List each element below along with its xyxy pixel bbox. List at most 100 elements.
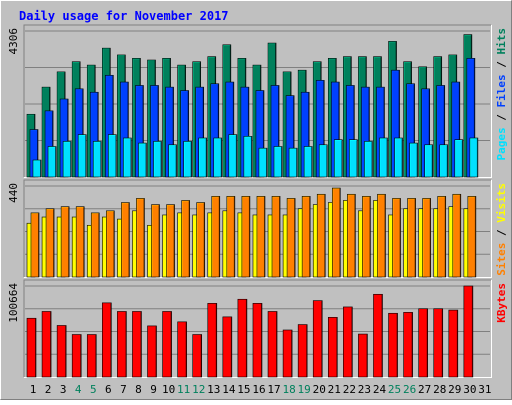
bar-kbytes-day-17: [268, 311, 278, 377]
bar-outline-kbytes-day-21: [327, 317, 338, 378]
bar-outline-sites-day-17: [271, 196, 281, 278]
bar-outline-sites-day-25: [392, 198, 401, 278]
bar-highlight-sites-day-15: [241, 196, 250, 277]
bar-highlight-hits-day-6: [102, 48, 110, 177]
bar-highlight-pages-day-3: [63, 141, 71, 177]
bar-highlight-kbytes-day-14: [222, 316, 232, 377]
day-label-31: 31: [478, 383, 491, 396]
bar-highlight-hits-day-8: [132, 58, 140, 177]
bar-highlight-pages-day-20: [319, 144, 327, 177]
bar-files-day-12: [195, 87, 204, 177]
bar-highlight-sites-day-12: [196, 202, 205, 277]
bar-highlight-files-day-21: [331, 82, 339, 177]
bar-files-day-24: [376, 87, 385, 177]
bar-files-day-30: [466, 58, 475, 177]
bar-files-day-20: [316, 80, 325, 177]
max-label-hits-files-pages: 4306: [7, 28, 20, 55]
bar-highlight-pages-day-28: [439, 144, 448, 177]
bar-highlight-sites-day-22: [347, 194, 355, 277]
bar-highlight-pages-day-8: [138, 143, 146, 177]
bar-pages-day-14: [228, 134, 237, 177]
bar-highlight-hits-day-12: [192, 61, 201, 177]
bar-outline-pages-day-22: [349, 139, 358, 178]
bar-highlight-kbytes-day-9: [147, 325, 157, 377]
bar-highlight-sites-day-7: [121, 202, 129, 277]
legend-entry-sites: Sites: [495, 243, 508, 276]
bar-highlight-hits-day-11: [177, 65, 186, 177]
bar-pages-day-20: [319, 144, 328, 177]
bar-highlight-sites-day-24: [377, 194, 385, 277]
legend-entry-files: Files: [495, 74, 508, 107]
bar-sites-day-1: [31, 212, 39, 277]
bar-pages-day-27: [424, 144, 433, 177]
bar-highlight-files-day-2: [45, 110, 53, 177]
day-labels: 1 2 3 4 5 6 7 8 9 10 11 12 13 14 15 16 17 18 19 20 21 22 23 24 2…: [30, 383, 492, 396]
bar-kbytes-day-26: [403, 312, 413, 377]
day-label-25: 25: [388, 383, 401, 396]
bar-highlight-kbytes-day-2: [42, 311, 51, 377]
bar-highlight-hits-day-18: [283, 71, 291, 177]
bar-outline-sites-day-24: [377, 193, 386, 278]
day-label-23: 23: [358, 383, 371, 396]
bar-pages-day-21: [334, 139, 343, 177]
bar-sites-day-21: [332, 188, 341, 277]
bar-pages-day-19: [304, 146, 313, 177]
bar-highlight-sites-day-16: [256, 196, 265, 277]
bar-highlight-pages-day-16: [258, 148, 267, 177]
bar-pages-day-12: [198, 138, 207, 177]
bar-outline-sites-day-19: [301, 196, 311, 278]
bar-highlight-files-day-5: [90, 92, 98, 177]
bar-files-day-5: [90, 92, 99, 177]
day-label-15: 15: [237, 383, 250, 396]
legend-entry-kbytes: KBytes: [495, 283, 508, 323]
bar-pages-day-29: [454, 139, 463, 177]
bar-highlight-hits-day-23: [358, 56, 366, 177]
bar-highlight-sites-day-18: [287, 198, 295, 277]
bar-outline-pages-day-3: [62, 141, 72, 178]
bar-files-day-21: [331, 82, 340, 177]
bar-highlight-hits-day-3: [57, 71, 65, 177]
bar-highlight-kbytes-day-1: [27, 318, 36, 377]
bar-highlight-files-day-25: [391, 70, 400, 177]
bar-highlight-sites-day-28: [437, 196, 446, 277]
bar-pages-day-22: [349, 139, 358, 177]
bar-highlight-kbytes-day-7: [117, 311, 126, 377]
bar-kbytes-day-24: [373, 294, 383, 377]
bar-outline-pages-day-18: [288, 147, 298, 178]
bar-kbytes-day-7: [117, 311, 127, 377]
bar-outline-kbytes-day-24: [373, 293, 383, 378]
bar-files-day-29: [451, 82, 460, 177]
bar-sites-day-15: [241, 196, 250, 277]
bar-highlight-sites-day-26: [407, 198, 416, 277]
bar-highlight-sites-day-6: [106, 210, 114, 277]
bar-highlight-hits-day-19: [298, 70, 306, 177]
panel-bevel-light-kbytes: [24, 280, 492, 378]
legend-kbytes: KBytes: [495, 283, 508, 323]
bar-outline-pages-day-4: [77, 134, 87, 178]
bar-pages-day-5: [93, 141, 102, 177]
bar-outline-kbytes-day-22: [343, 306, 353, 378]
max-label-kbytes: 100664: [7, 283, 20, 323]
bar-outline-kbytes-day-29: [448, 309, 459, 378]
bar-highlight-kbytes-day-18: [283, 329, 292, 377]
bar-highlight-kbytes-day-17: [268, 311, 277, 377]
bar-outline-sites-day-27: [422, 198, 431, 278]
bar-highlight-sites-day-2: [46, 208, 54, 277]
legend-entry-visits: Visits: [495, 183, 508, 223]
bar-highlight-files-day-18: [286, 95, 294, 177]
bar-outline-kbytes-day-20: [312, 300, 323, 378]
bar-pages-day-3: [63, 141, 72, 177]
bar-sites-day-16: [256, 196, 265, 277]
bar-outline-pages-day-1: [32, 159, 42, 178]
bar-highlight-files-day-26: [406, 83, 415, 177]
bar-highlight-sites-day-3: [61, 206, 69, 277]
bar-kbytes-day-29: [448, 310, 458, 377]
bar-sites-day-9: [151, 204, 160, 277]
bar-highlight-kbytes-day-29: [448, 310, 458, 377]
bar-highlight-hits-day-20: [313, 61, 321, 177]
bar-highlight-sites-day-1: [31, 212, 39, 277]
bar-highlight-sites-day-13: [211, 196, 220, 277]
bar-pages-day-4: [78, 134, 87, 177]
bar-outline-sites-day-28: [437, 196, 447, 278]
bar-outline-pages-day-23: [364, 141, 373, 178]
